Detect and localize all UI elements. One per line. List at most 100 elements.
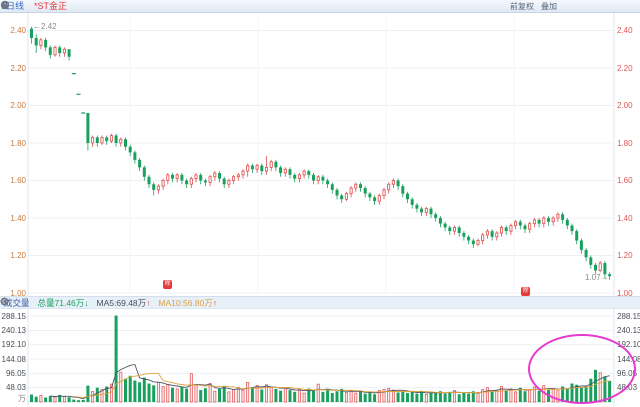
volume-bar: [236, 387, 240, 403]
lock-icon[interactable]: [2, 1, 574, 11]
volume-bar: [218, 388, 221, 402]
indicator-toggle-icon[interactable]: [0, 297, 636, 307]
gear-icon[interactable]: [0, 297, 622, 307]
volume-bar: [514, 391, 518, 403]
candle-body: [250, 165, 254, 170]
volume-bar: [349, 390, 353, 403]
volume-bar: [363, 393, 367, 402]
overlay-button[interactable]: 叠加: [541, 1, 557, 11]
candle-body: [302, 170, 306, 176]
volume-bar: [175, 388, 179, 403]
volume-bar: [138, 382, 142, 402]
volume-ma10-line: [73, 372, 610, 398]
tab-daily-period[interactable]: 日线: [6, 0, 25, 11]
volume-bar: [250, 387, 254, 402]
volume-chart: [27, 309, 615, 407]
candle-body: [260, 165, 264, 172]
volume-bar: [246, 381, 250, 403]
candle-body: [44, 39, 48, 48]
toolbar-left: 日线 *ST金正: [0, 0, 67, 13]
volume-bar: [142, 377, 146, 402]
undo-icon[interactable]: [1, 1, 591, 11]
add-icon[interactable]: [1, 1, 637, 11]
volume-bar: [471, 391, 475, 402]
price-axis-label-right: 1.80: [617, 138, 633, 148]
volume-bar: [420, 391, 424, 402]
candle-body: [532, 219, 536, 225]
volume-ma10-label: MA10:56.80万↑: [158, 297, 218, 308]
volume-bar: [344, 392, 348, 403]
volume-bar: [359, 391, 362, 402]
candle-body: [279, 167, 283, 173]
volume-bar: [528, 389, 532, 403]
volume-bar: [415, 393, 419, 402]
volume-bar: [279, 390, 283, 402]
volume-bar: [119, 371, 123, 403]
volume-axis-label-left: 48.03: [5, 383, 26, 393]
candle-body: [152, 184, 156, 190]
candle-body: [434, 214, 438, 218]
volume-bar: [199, 390, 203, 402]
volume-bar: [518, 387, 522, 402]
volume-bar: [161, 386, 165, 403]
volume-bar: [109, 383, 113, 403]
candle-body: [208, 176, 212, 183]
price-axis-label-right: 1.60: [617, 176, 633, 185]
volume-bar: [316, 383, 320, 403]
candle-body: [368, 193, 372, 198]
volume-axis-label-right: 144.08: [617, 354, 640, 364]
zoom-in-icon[interactable]: [0, 0, 625, 11]
candle-body: [391, 180, 395, 185]
stock-name-label: *ST金正: [34, 0, 68, 11]
volume-bar: [410, 391, 414, 402]
candle-body: [537, 219, 541, 224]
candle-body: [589, 257, 593, 265]
toolbar-right: 前复权 叠加: [0, 0, 640, 13]
candle-body: [575, 231, 579, 241]
event-marker-badge[interactable]: 除: [163, 280, 172, 289]
volume-chart-pane[interactable]: 万 288.15 288.15 240.13 240.13 192.10 192.10 14…: [0, 309, 640, 407]
volume-bar: [62, 395, 66, 403]
volume-bar: [551, 388, 555, 403]
volume-bar: [213, 390, 217, 403]
candle-body: [255, 165, 259, 170]
up-arrow-icon: ↑: [146, 297, 151, 308]
price-axis-label-left: 1.60: [10, 176, 26, 185]
adjust-mode-button[interactable]: 前复权: [510, 1, 534, 11]
price-chart-pane[interactable]: ←2.42 1.07→ 除 除 2.40 2.40 2.20 2.20 2.00 2.00…: [0, 13, 640, 298]
candle-body: [349, 187, 353, 195]
candle-limit-dash: [76, 93, 81, 95]
candle-body: [95, 137, 99, 143]
volume-bar: [448, 391, 452, 402]
volume-bar: [490, 391, 494, 402]
volume-ma5-line: [50, 364, 610, 400]
volume-axis-label-right: 96.05: [617, 368, 638, 378]
candle-body: [406, 193, 409, 200]
candle-body: [547, 218, 550, 222]
zoom-out-icon[interactable]: [0, 0, 608, 11]
candle-body: [340, 195, 344, 200]
candle-body: [443, 223, 447, 228]
candle-body: [330, 184, 334, 190]
volume-bar: [330, 393, 334, 402]
candle-body: [30, 28, 33, 38]
volume-total-label: 总量71.46万↓: [37, 297, 89, 308]
volume-bar: [575, 384, 579, 402]
candle-body: [570, 225, 574, 232]
volume-bar: [288, 390, 292, 402]
volume-bar: [326, 390, 330, 402]
volume-bar: [222, 386, 226, 402]
candle-body: [518, 221, 522, 226]
event-marker-badge[interactable]: 除: [521, 287, 530, 296]
volume-bar: [387, 387, 391, 403]
volume-bar: [424, 393, 428, 403]
volume-bar: [373, 394, 377, 402]
candle-body: [128, 146, 132, 153]
volume-bar: [283, 387, 287, 403]
volume-bar: [570, 383, 574, 402]
volume-bar: [354, 392, 358, 403]
volume-bar: [302, 392, 306, 403]
candle-body: [608, 274, 612, 277]
candle-body: [542, 217, 546, 225]
up-arrow-icon: ↑: [212, 297, 218, 308]
